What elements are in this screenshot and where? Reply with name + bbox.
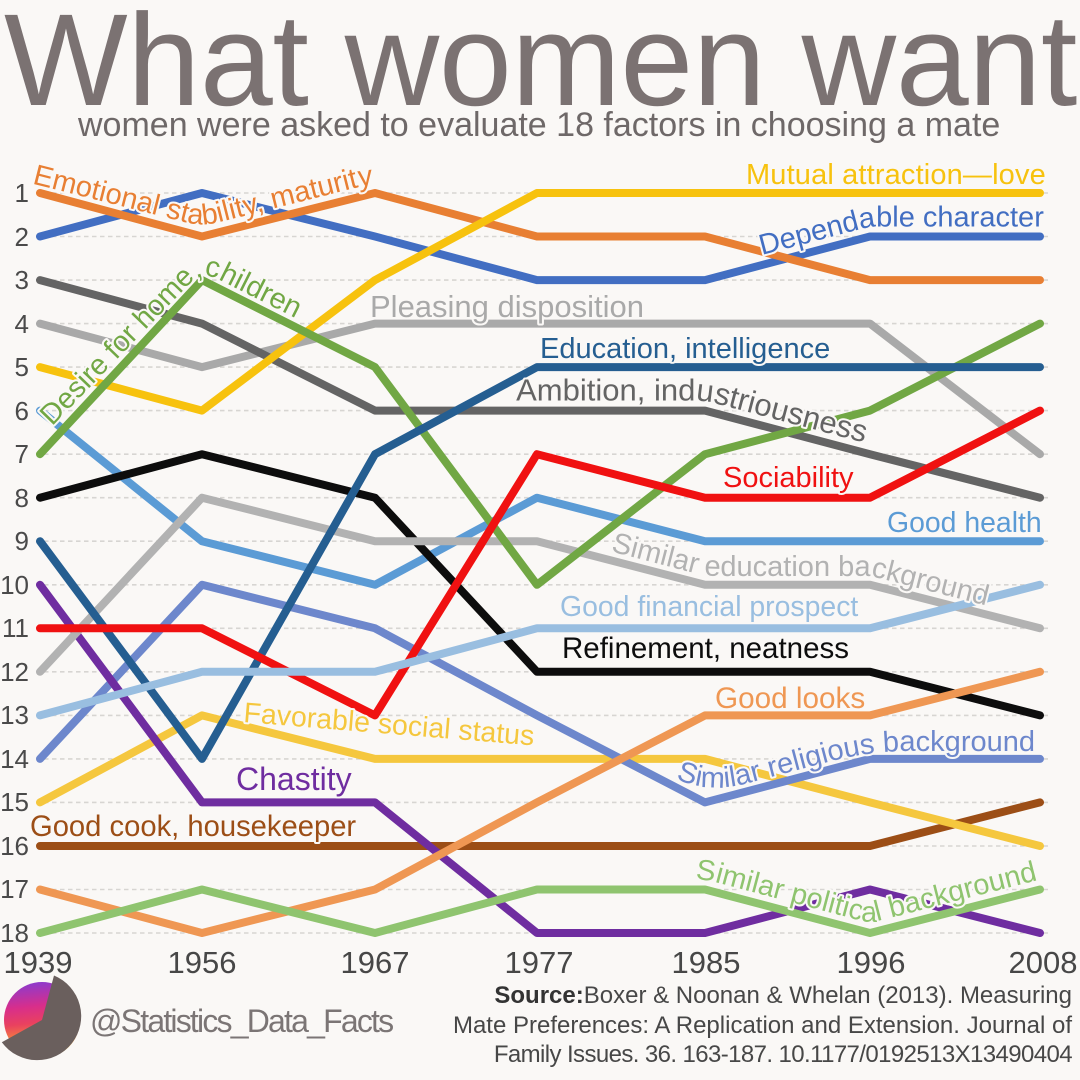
svg-text:Source:Boxer & Noonan & Whelan: Source:Boxer & Noonan & Whelan (2013). M… bbox=[494, 982, 1072, 1009]
svg-text:What women want: What women want bbox=[4, 0, 1077, 133]
svg-text:Education, intelligence: Education, intelligence bbox=[540, 333, 830, 365]
svg-text:11: 11 bbox=[2, 613, 29, 643]
svg-text:4: 4 bbox=[15, 309, 29, 339]
svg-text:7: 7 bbox=[15, 439, 29, 469]
svg-text:Chastity: Chastity bbox=[236, 761, 352, 797]
svg-text:10: 10 bbox=[0, 570, 29, 600]
svg-text:17: 17 bbox=[0, 874, 29, 904]
svg-text:5: 5 bbox=[15, 352, 29, 382]
svg-text:13: 13 bbox=[0, 700, 29, 730]
svg-text:16: 16 bbox=[0, 831, 29, 861]
svg-text:Mutual attraction—love: Mutual attraction—love bbox=[746, 159, 1046, 191]
svg-text:Pleasing disposition: Pleasing disposition bbox=[370, 289, 644, 324]
svg-text:8: 8 bbox=[15, 483, 29, 513]
svg-text:6: 6 bbox=[15, 396, 29, 426]
svg-text:1967: 1967 bbox=[341, 945, 410, 980]
svg-text:Family Issues. 36. 163-187. 10: Family Issues. 36. 163-187. 10.1177/0192… bbox=[494, 1041, 1072, 1068]
svg-text:18: 18 bbox=[0, 918, 29, 948]
svg-text:Good financial prospect: Good financial prospect bbox=[560, 591, 858, 623]
svg-text:15: 15 bbox=[0, 787, 29, 817]
svg-text:women were asked to evaluate 1: women were asked to evaluate 18 factors … bbox=[77, 106, 1000, 144]
svg-text:3: 3 bbox=[15, 265, 29, 295]
svg-text:1956: 1956 bbox=[168, 945, 237, 980]
svg-text:2: 2 bbox=[15, 222, 29, 252]
svg-text:12: 12 bbox=[0, 657, 29, 687]
svg-text:1977: 1977 bbox=[505, 945, 574, 980]
svg-text:@Statistics_Data_Facts: @Statistics_Data_Facts bbox=[90, 1003, 393, 1039]
svg-text:Good cook, housekeeper: Good cook, housekeeper bbox=[30, 811, 356, 843]
svg-text:9: 9 bbox=[15, 526, 29, 556]
svg-text:1: 1 bbox=[15, 178, 29, 208]
svg-text:1939: 1939 bbox=[4, 945, 73, 980]
svg-text:Good health: Good health bbox=[887, 507, 1042, 539]
svg-text:14: 14 bbox=[0, 744, 29, 774]
svg-text:1996: 1996 bbox=[837, 945, 906, 980]
svg-text:Sociability: Sociability bbox=[723, 462, 854, 494]
svg-text:1985: 1985 bbox=[672, 945, 741, 980]
svg-text:Mate Preferences: A Replicati: Mate Preferences: A Replication and Exte… bbox=[453, 1012, 1072, 1039]
svg-text:2008: 2008 bbox=[1009, 945, 1078, 980]
svg-text:Refinement, neatness: Refinement, neatness bbox=[562, 632, 849, 665]
svg-text:Good looks: Good looks bbox=[715, 682, 865, 715]
